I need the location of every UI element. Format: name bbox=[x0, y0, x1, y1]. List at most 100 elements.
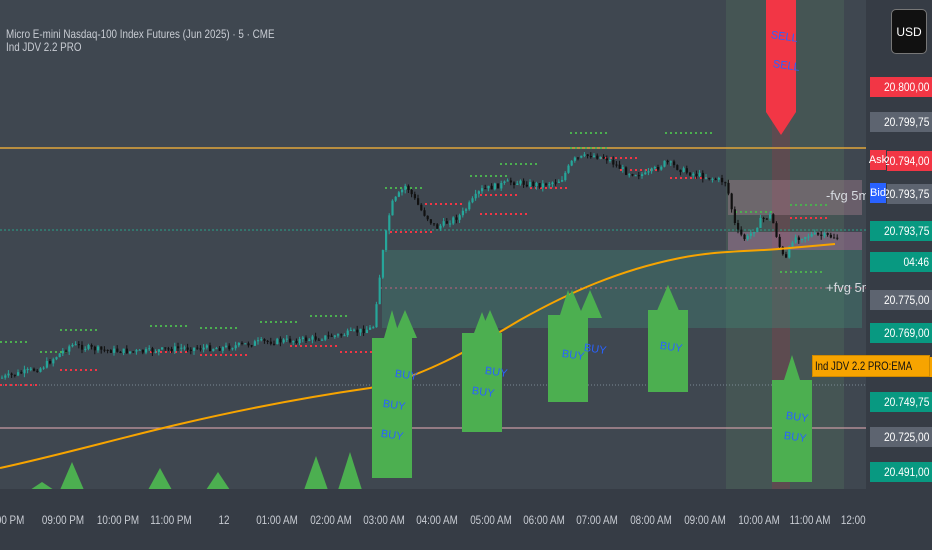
candle-body bbox=[97, 346, 100, 351]
time-tick-label: 09:00 AM bbox=[684, 513, 726, 527]
buy-label: BUY bbox=[471, 385, 496, 400]
candle-body bbox=[557, 181, 560, 183]
candle-body bbox=[337, 334, 340, 336]
candle-body bbox=[42, 367, 45, 369]
fvg-zone-bearish bbox=[728, 180, 862, 215]
currency-button[interactable]: USD bbox=[891, 9, 927, 54]
sell-label-1: SELL bbox=[770, 29, 798, 45]
candle-body bbox=[157, 349, 160, 352]
time-tick-label: 8:00 PM bbox=[0, 513, 25, 527]
candle-body bbox=[826, 233, 829, 235]
candle-body bbox=[810, 234, 813, 237]
candle-body bbox=[119, 351, 122, 353]
buy-label: BUY bbox=[659, 340, 684, 355]
candle-body bbox=[836, 237, 839, 239]
buy-label: BUY bbox=[561, 348, 586, 363]
buy-signal bbox=[372, 310, 412, 478]
candle-body bbox=[289, 338, 292, 343]
candle-body bbox=[714, 178, 717, 180]
candle-body bbox=[10, 373, 13, 375]
candle-body bbox=[109, 350, 112, 353]
axis-corner bbox=[866, 489, 932, 550]
price-tag: 20.749,75 bbox=[870, 392, 932, 412]
candle-body bbox=[621, 167, 624, 169]
candle-body bbox=[493, 183, 496, 190]
price-tag: 20.800,00 bbox=[870, 77, 932, 97]
fvg-zone-bullish bbox=[382, 250, 862, 328]
candle-body bbox=[612, 159, 615, 165]
price-tag-text: 20.799,75 bbox=[883, 115, 929, 129]
candle-body bbox=[650, 168, 653, 172]
candle-body bbox=[452, 217, 455, 224]
chart-plot-area[interactable]: BUY BUY BUY BUY BUY BUY BUY BUY BUY BUY SELL SELL… bbox=[0, 0, 866, 489]
candle-body bbox=[797, 237, 800, 240]
candle-body bbox=[724, 182, 727, 184]
candle-body bbox=[340, 334, 343, 336]
candle-body bbox=[391, 200, 394, 216]
candle-body bbox=[817, 232, 820, 235]
candle-body bbox=[759, 217, 762, 228]
candle-body bbox=[442, 221, 445, 226]
candle-body bbox=[433, 223, 436, 225]
candle-body bbox=[20, 372, 23, 374]
indicator-title[interactable]: Ind JDV 2.2 PRO bbox=[6, 40, 82, 54]
candle-body bbox=[791, 242, 794, 247]
sell-signal[interactable]: SELL SELL bbox=[766, 0, 800, 135]
time-tick-label: 03:00 AM bbox=[363, 513, 405, 527]
candle-body bbox=[644, 172, 647, 175]
time-tick-label: 02:00 AM bbox=[310, 513, 352, 527]
candle-body bbox=[141, 349, 144, 353]
candle-body bbox=[401, 189, 404, 193]
price-tag-text: 04:46 bbox=[903, 255, 929, 269]
candle-body bbox=[762, 217, 765, 219]
candle-body bbox=[529, 181, 532, 187]
candle-body bbox=[769, 214, 772, 219]
price-axis[interactable] bbox=[866, 0, 932, 489]
candle-body bbox=[580, 155, 583, 158]
fvg-lower-label: +fvg 5m bbox=[826, 280, 866, 295]
candle-body bbox=[753, 231, 756, 234]
fvg-upper-label: -fvg 5m bbox=[826, 188, 866, 203]
candle-body bbox=[205, 345, 208, 348]
candle-body bbox=[468, 202, 471, 210]
candle-body bbox=[513, 182, 516, 185]
candle-body bbox=[375, 304, 378, 328]
price-tag: 20.725,00 bbox=[870, 427, 932, 447]
time-axis[interactable] bbox=[0, 489, 866, 550]
candle-body bbox=[276, 338, 279, 345]
candle-body bbox=[801, 238, 804, 240]
ask-label: Ask bbox=[869, 150, 887, 170]
candle-body bbox=[394, 196, 397, 201]
candle-body bbox=[561, 180, 564, 182]
candle-body bbox=[509, 180, 512, 183]
candle-body bbox=[113, 348, 116, 353]
candle-body bbox=[298, 339, 301, 343]
candle-body bbox=[106, 349, 109, 351]
candlesticks bbox=[1, 152, 839, 380]
candle-body bbox=[237, 342, 240, 346]
price-tag: 20.491,00 bbox=[870, 462, 932, 482]
buy-arrow bbox=[206, 472, 230, 489]
candle-body bbox=[317, 339, 320, 341]
candle-body bbox=[263, 339, 266, 341]
candle-body bbox=[372, 327, 375, 329]
candle-body bbox=[778, 236, 781, 247]
buy-label: BUY bbox=[783, 430, 808, 445]
candle-body bbox=[804, 237, 807, 239]
sell-label-2: SELL bbox=[772, 58, 800, 74]
candle-body bbox=[516, 183, 519, 185]
candle-body bbox=[199, 348, 202, 350]
time-tick-label: 09:00 PM bbox=[41, 513, 85, 527]
candle-body bbox=[138, 349, 141, 351]
symbol-title[interactable]: Micro E-mini Nasdaq-100 Index Futures (J… bbox=[6, 27, 275, 41]
candle-body bbox=[461, 210, 464, 216]
candle-body bbox=[84, 348, 87, 350]
candle-body bbox=[666, 160, 669, 163]
candle-body bbox=[103, 349, 106, 351]
candle-body bbox=[567, 165, 570, 173]
candle-body bbox=[17, 372, 20, 376]
candle-body bbox=[45, 361, 48, 368]
price-tag-text: 20.769,00 bbox=[883, 326, 929, 340]
